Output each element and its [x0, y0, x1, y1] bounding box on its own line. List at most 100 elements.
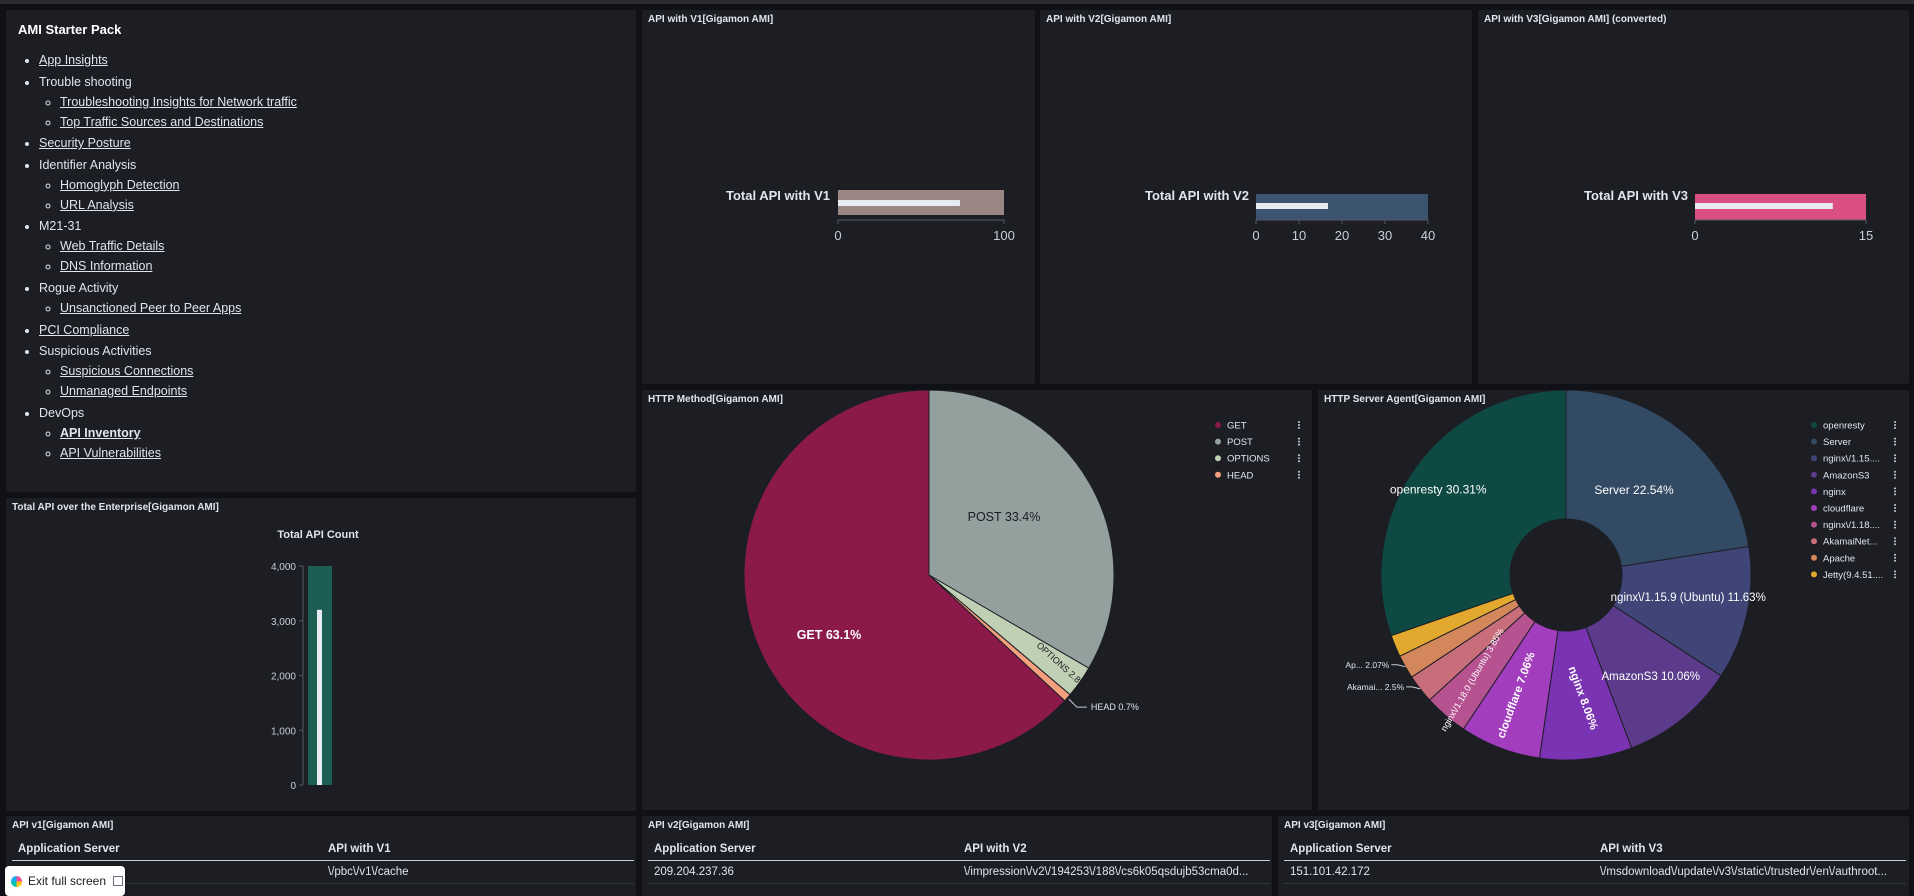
nav-item: Suspicious Activities Suspicious Connecti…	[39, 343, 297, 399]
nav-link[interactable]: Suspicious Connections	[60, 364, 194, 379]
legend-menu-dot	[1894, 520, 1896, 523]
donut-slice[interactable]	[1612, 545, 1752, 677]
pie-slice-label: GET 63.1%	[797, 628, 862, 642]
legend-label[interactable]: Apache	[1823, 553, 1855, 564]
legend-menu-dot	[1298, 454, 1300, 457]
gauge-ticks: 0 10 20 30 40	[1252, 220, 1435, 243]
legend-swatch	[1811, 488, 1817, 495]
legend-swatch	[1215, 455, 1221, 462]
panel-title: HTTP Server Agent[Gigamon AMI]	[1324, 394, 1486, 405]
column-header[interactable]: API with V2	[958, 838, 1270, 861]
legend-label[interactable]: AkamaiNet...	[1823, 537, 1877, 548]
legend-label[interactable]: nginx\/1.15....	[1823, 454, 1880, 465]
legend-menu-dot	[1894, 573, 1896, 576]
donut-slice[interactable]	[1565, 390, 1750, 567]
legend-menu-dot	[1298, 473, 1300, 476]
gauge-value-bar	[1256, 203, 1328, 209]
api-v3-table: Application Server API with V3 151.101.42…	[1284, 838, 1906, 884]
column-header[interactable]: Application Server	[648, 838, 958, 861]
legend-menu-dot	[1894, 470, 1896, 473]
nav-link[interactable]: DNS Information	[60, 259, 153, 274]
column-header[interactable]: API with V1	[322, 838, 634, 861]
legend-label[interactable]: GET	[1227, 421, 1247, 432]
legend-menu-dot	[1894, 443, 1896, 446]
nav-link[interactable]: Security Posture	[39, 136, 131, 151]
label-leader	[1391, 664, 1406, 668]
legend-label[interactable]: AmazonS3	[1823, 470, 1869, 481]
legend-label[interactable]: cloudflare	[1823, 504, 1864, 515]
legend-swatch	[1811, 471, 1817, 478]
nav-link[interactable]: API Inventory	[60, 425, 141, 440]
nav-link[interactable]: Top Traffic Sources and Destinations	[60, 114, 264, 129]
y-tick-label: 4,000	[271, 562, 296, 573]
api-v2-table-panel: API v2[Gigamon AMI] Application Server AP…	[642, 816, 1272, 896]
legend-label[interactable]: nginx	[1823, 487, 1846, 498]
panel-title: API v2[Gigamon AMI]	[648, 820, 750, 831]
nav-link[interactable]: Troubleshooting Insights for Network tra…	[60, 94, 297, 109]
legend-menu-dot	[1894, 427, 1896, 429]
exit-full-screen-button[interactable]: Exit full screen	[5, 866, 125, 896]
nav-list: App Insights Trouble shooting Troubleshoot…	[18, 52, 297, 466]
legend-label[interactable]: Jetty(9.4.51....	[1823, 570, 1883, 581]
donut-slice[interactable]	[1585, 604, 1722, 749]
legend-label[interactable]: openresty	[1823, 421, 1865, 432]
nav-subitem: Troubleshooting Insights for Network tra…	[60, 94, 297, 110]
legend-menu-dot	[1298, 421, 1300, 423]
nav-link[interactable]: Web Traffic Details	[60, 239, 165, 254]
nav-item: Trouble shooting Troubleshooting Insights…	[39, 74, 297, 130]
gauge-value-bar	[1695, 203, 1833, 209]
legend-menu-dot	[1894, 543, 1896, 546]
nav-item: M21-31 Web Traffic Details DNS Information	[39, 218, 297, 274]
table-cell: \/impression\/v2\/194253\/188\/cs6k05qsd…	[958, 860, 1270, 884]
legend-menu-dot	[1298, 476, 1300, 479]
nav-link[interactable]: Homoglyph Detection	[60, 177, 180, 192]
panel-title: HTTP Method[Gigamon AMI]	[648, 394, 783, 405]
legend-swatch	[1811, 438, 1817, 445]
legend-menu-dot	[1894, 523, 1896, 526]
legend-menu-dot	[1894, 553, 1896, 556]
total-api-panel: Total API over the Enterprise[Gigamon AM…	[6, 498, 636, 811]
legend-label[interactable]: HEAD	[1227, 470, 1254, 481]
nav-subitem: Homoglyph Detection	[60, 177, 297, 193]
legend-swatch	[1811, 571, 1817, 578]
legend-menu-dot	[1298, 427, 1300, 429]
elastic-logo-icon	[11, 875, 22, 887]
table-cell: 209.204.237.36	[648, 860, 958, 884]
exit-label: Exit full screen	[28, 874, 107, 888]
nav-link[interactable]: Unmanaged Endpoints	[60, 384, 188, 399]
gauge-label: Total API with V1	[726, 188, 830, 203]
nav-group-label: Rogue Activity	[39, 280, 119, 295]
y-tick-label: 2,000	[271, 672, 296, 683]
nav-link[interactable]: URL Analysis	[60, 197, 134, 212]
nav-link[interactable]: App Insights	[39, 53, 108, 67]
legend-menu-dot	[1894, 540, 1896, 543]
nav-group-label: DevOps	[39, 405, 85, 420]
column-header[interactable]: API with V3	[1594, 838, 1906, 861]
legend-swatch	[1811, 538, 1817, 545]
nav-panel: AMI Starter Pack App Insights Trouble sho…	[6, 10, 636, 492]
gauge-tick-label: 0	[1691, 228, 1698, 243]
legend-label[interactable]: Server	[1823, 437, 1851, 448]
legend-label[interactable]: POST	[1227, 437, 1253, 448]
bar-value	[317, 609, 322, 785]
table-cell: 151.101.42.172	[1284, 860, 1594, 884]
pie-slice-post[interactable]	[928, 390, 1115, 669]
gauge-ticks: 0 15	[1691, 220, 1873, 243]
nav-group-label: Identifier Analysis	[39, 157, 137, 172]
nav-link[interactable]: Unsanctioned Peer to Peer Apps	[60, 300, 242, 315]
gauge-tick-label: 20	[1335, 228, 1349, 243]
http-method-panel: HTTP Method[Gigamon AMI] GET 63.1% POST 3…	[642, 390, 1312, 810]
nav-item: App Insights	[39, 52, 297, 68]
column-header[interactable]: Application Server	[1284, 838, 1594, 861]
legend-menu-dot	[1298, 457, 1300, 460]
nav-link[interactable]: API Vulnerabilities	[60, 445, 161, 460]
donut-slice-label: Server 22.54%	[1594, 483, 1674, 497]
label-leader	[1406, 686, 1421, 690]
legend-label[interactable]: nginx\/1.18....	[1823, 520, 1880, 531]
nav-link[interactable]: PCI Compliance	[39, 322, 130, 337]
legend-label[interactable]: OPTIONS	[1227, 454, 1270, 465]
pie-slice-get[interactable]	[743, 390, 1066, 761]
api-v2-gauge: Total API with V2 0 10 20 30 40	[1145, 188, 1435, 243]
donut-slice[interactable]	[1380, 390, 1567, 637]
column-header[interactable]: Application Server	[12, 838, 322, 861]
